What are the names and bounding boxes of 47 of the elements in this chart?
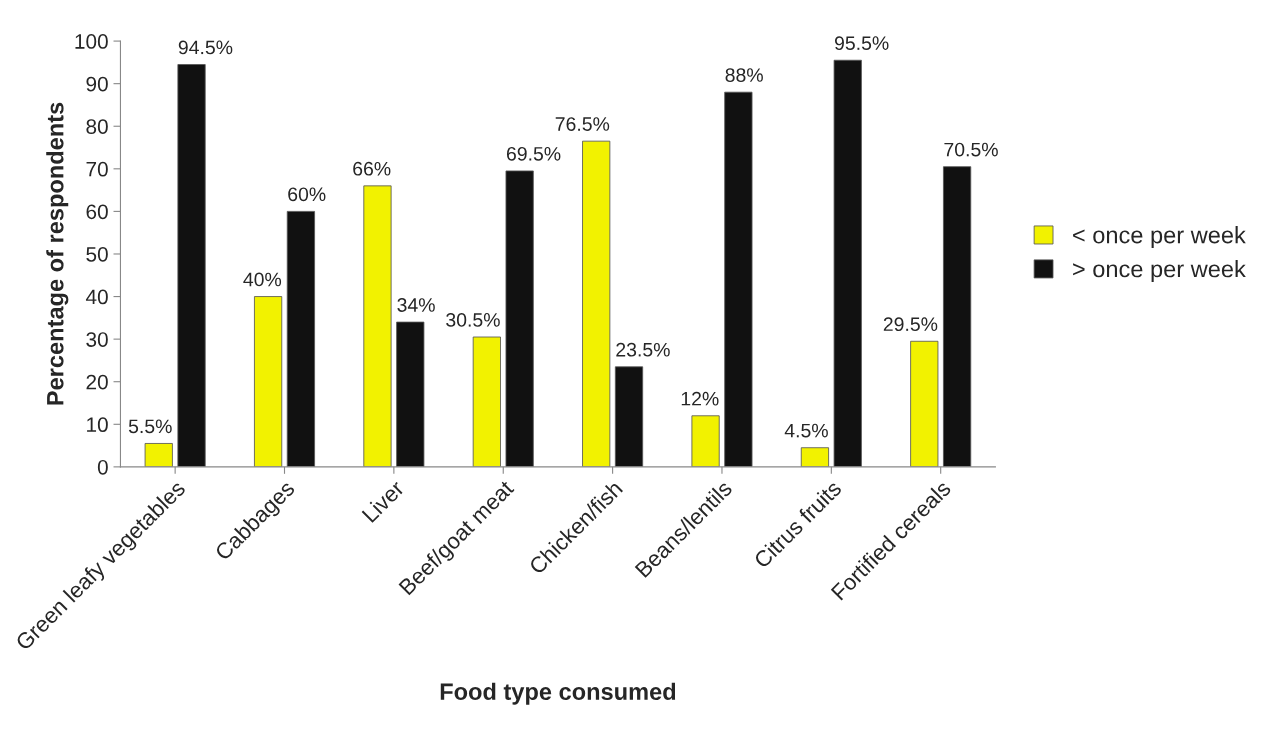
- bar: [582, 140, 611, 467]
- bar: [691, 415, 720, 467]
- data-label: 29.5%: [883, 317, 938, 332]
- y-tick-label: 10: [87, 417, 108, 433]
- data-label: 95.5%: [834, 36, 889, 51]
- bar: [943, 166, 972, 467]
- y-tick-label: 100: [75, 34, 108, 49]
- y-tick-label: 60: [86, 204, 108, 220]
- data-label: 4.5%: [784, 423, 828, 438]
- bar: [177, 64, 206, 467]
- bar: [286, 210, 315, 467]
- y-tick-label: 50: [86, 246, 108, 262]
- legend-label: > once per week: [1073, 260, 1246, 283]
- bar: [363, 185, 392, 467]
- data-label: 60%: [288, 187, 326, 202]
- data-label: 66%: [353, 161, 391, 176]
- bar: [910, 340, 939, 467]
- data-label: 70.5%: [944, 142, 998, 157]
- bar: [472, 336, 501, 467]
- data-label: 23.5%: [616, 342, 670, 357]
- bar: [144, 443, 173, 467]
- bar: [724, 91, 753, 467]
- data-label: 30.5%: [446, 313, 500, 327]
- y-tick-label: 90: [86, 76, 108, 92]
- bar: [505, 170, 534, 467]
- y-tick-label: 0: [97, 459, 108, 475]
- y-tick-label: 20: [86, 374, 108, 390]
- data-label: 40%: [243, 272, 282, 287]
- data-label: 94.5%: [178, 40, 233, 55]
- data-label: 69.5%: [506, 146, 561, 161]
- y-tick-label: 80: [86, 119, 108, 134]
- bar: [396, 321, 425, 467]
- x-axis-title: Food type consumed: [440, 682, 676, 705]
- bar: [254, 296, 283, 467]
- y-tick-label: 70: [86, 161, 108, 177]
- data-label: 76.5%: [555, 117, 610, 131]
- y-axis-title: Percentage of respondents: [46, 102, 69, 405]
- data-label: 5.5%: [128, 419, 172, 434]
- bar: [800, 447, 830, 467]
- bar: [614, 366, 644, 467]
- data-label: 12%: [681, 391, 719, 406]
- y-tick-label: 40: [85, 289, 108, 305]
- data-label: 88%: [725, 68, 763, 82]
- legend-label: < once per week: [1073, 226, 1246, 249]
- bar: [833, 59, 862, 467]
- y-tick-label: 30: [86, 332, 108, 347]
- data-label: 34%: [397, 298, 435, 312]
